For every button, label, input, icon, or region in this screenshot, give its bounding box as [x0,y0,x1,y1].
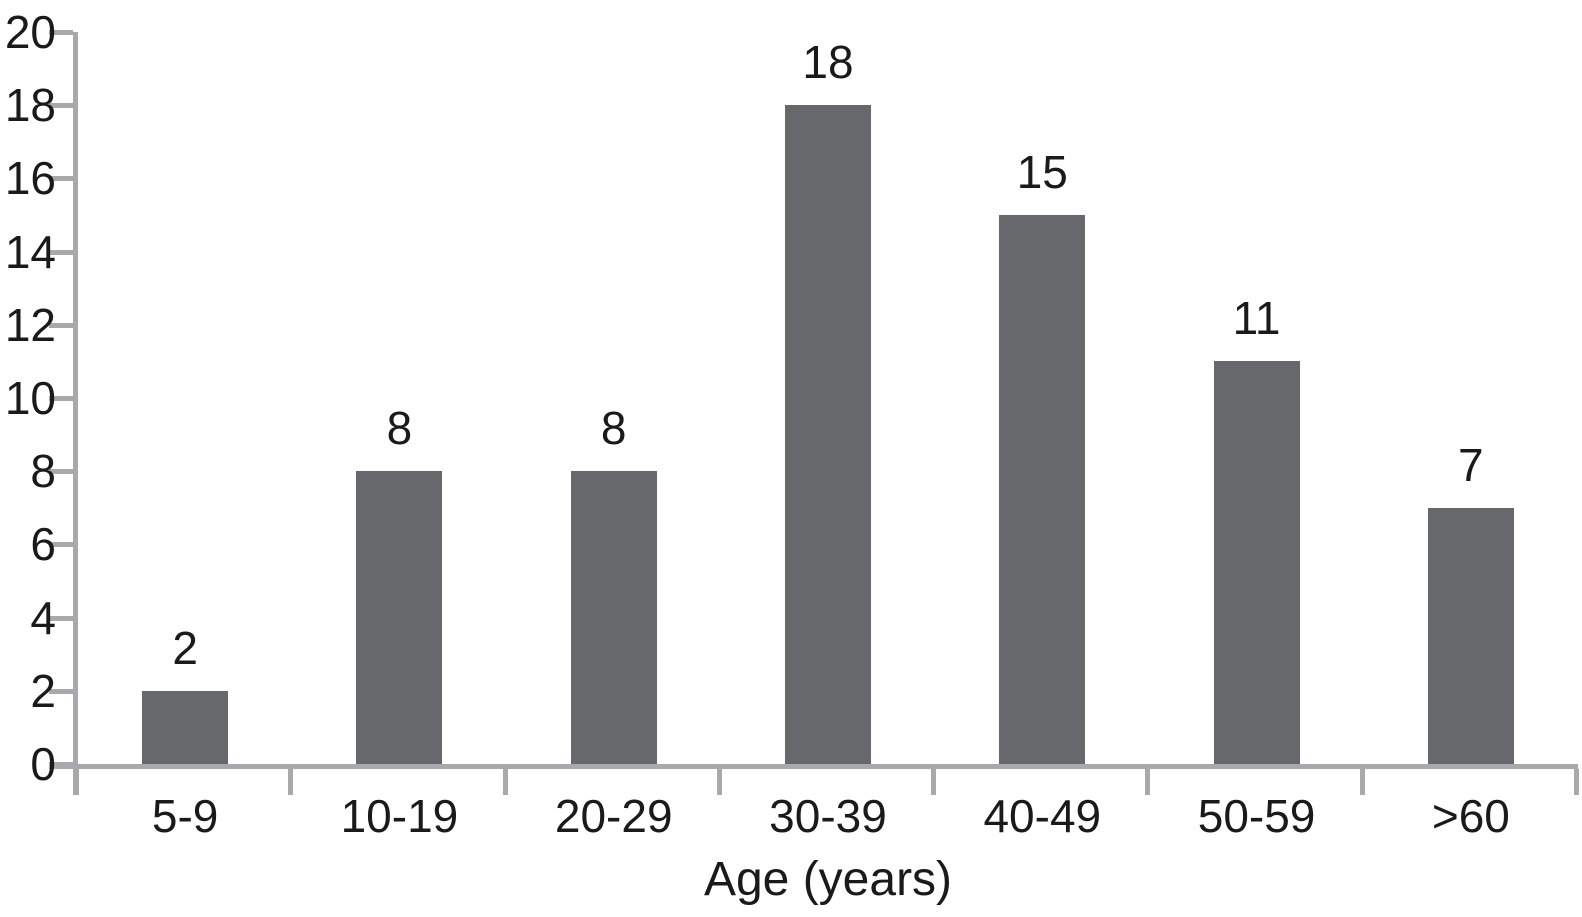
x-category-label-10-19: 10-19 [340,790,459,842]
y-tick [49,249,73,255]
y-tick [49,615,73,621]
y-tick [49,762,73,767]
y-axis-line [73,32,78,795]
y-tick-label: 10 [4,372,56,424]
x-category-label-40-49: 40-49 [983,790,1102,842]
x-tick [502,769,508,795]
bar-value-label-50-59: 11 [1232,292,1281,345]
x-category-label-5-9: 5-9 [151,790,219,842]
y-tick-label: 4 [30,591,56,644]
bar-value-label-5-9: 2 [172,621,198,674]
bar-10-19 [356,471,443,764]
y-tick [49,176,73,182]
y-tick-label: 20 [4,6,56,58]
y-tick-label: 8 [30,445,56,498]
y-tick-label: 16 [4,152,56,205]
x-tick [931,769,937,795]
x-category-label-30-39: 30-39 [769,790,887,842]
x-tick [1145,769,1151,795]
y-tick [49,322,73,328]
y-tick [49,30,73,35]
x-tick [74,769,79,795]
y-tick-label: 12 [4,298,56,351]
y-tick-label: 2 [30,664,56,717]
y-tick [49,688,73,694]
x-category-label-20-29: 20-29 [554,790,673,842]
bar-value-label-20-29: 8 [600,402,627,455]
y-tick [49,542,73,548]
bar-value-label-60: 7 [1458,438,1484,491]
x-category-label-60: >60 [1431,790,1510,842]
y-tick-label: 6 [30,518,56,571]
y-tick-label: 14 [4,225,56,278]
x-tick [1574,769,1579,795]
bar-value-label-40-49: 15 [1016,146,1068,198]
x-axis-line [49,764,1578,769]
bar-60 [1427,507,1514,764]
bar-20-29 [570,471,657,764]
bar-40-49 [999,215,1086,764]
bar-value-label-10-19: 8 [386,402,413,455]
bar-30-39 [785,105,871,764]
y-tick [49,103,73,109]
x-axis-title: Age (years) [703,853,953,906]
bar-value-label-30-39: 18 [802,36,854,89]
y-tick [49,469,73,475]
x-tick [288,769,294,795]
y-tick [49,396,73,401]
x-tick [716,769,722,795]
bar-50-59 [1213,361,1300,764]
y-tick-label: 0 [30,738,56,790]
x-tick [1359,769,1365,795]
y-tick-label: 18 [4,79,56,132]
x-category-label-50-59: 50-59 [1197,790,1316,842]
bar-5-9 [142,690,229,764]
